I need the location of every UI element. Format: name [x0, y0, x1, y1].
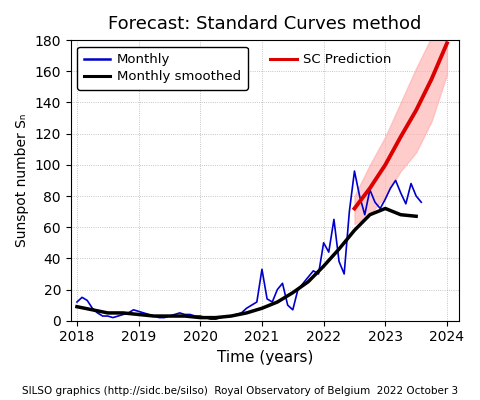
- X-axis label: Time (years): Time (years): [217, 350, 313, 365]
- Text: SILSO graphics (http://sidc.be/silso)  Royal Observatory of Belgium  2022 Octobe: SILSO graphics (http://sidc.be/silso) Ro…: [22, 386, 458, 396]
- Legend: SC Prediction: SC Prediction: [264, 47, 398, 73]
- Title: Forecast: Standard Curves method: Forecast: Standard Curves method: [108, 15, 422, 33]
- Y-axis label: Sunspot number Sₙ: Sunspot number Sₙ: [15, 114, 29, 247]
